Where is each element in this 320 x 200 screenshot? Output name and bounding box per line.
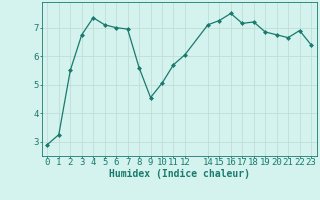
X-axis label: Humidex (Indice chaleur): Humidex (Indice chaleur) (109, 168, 250, 179)
